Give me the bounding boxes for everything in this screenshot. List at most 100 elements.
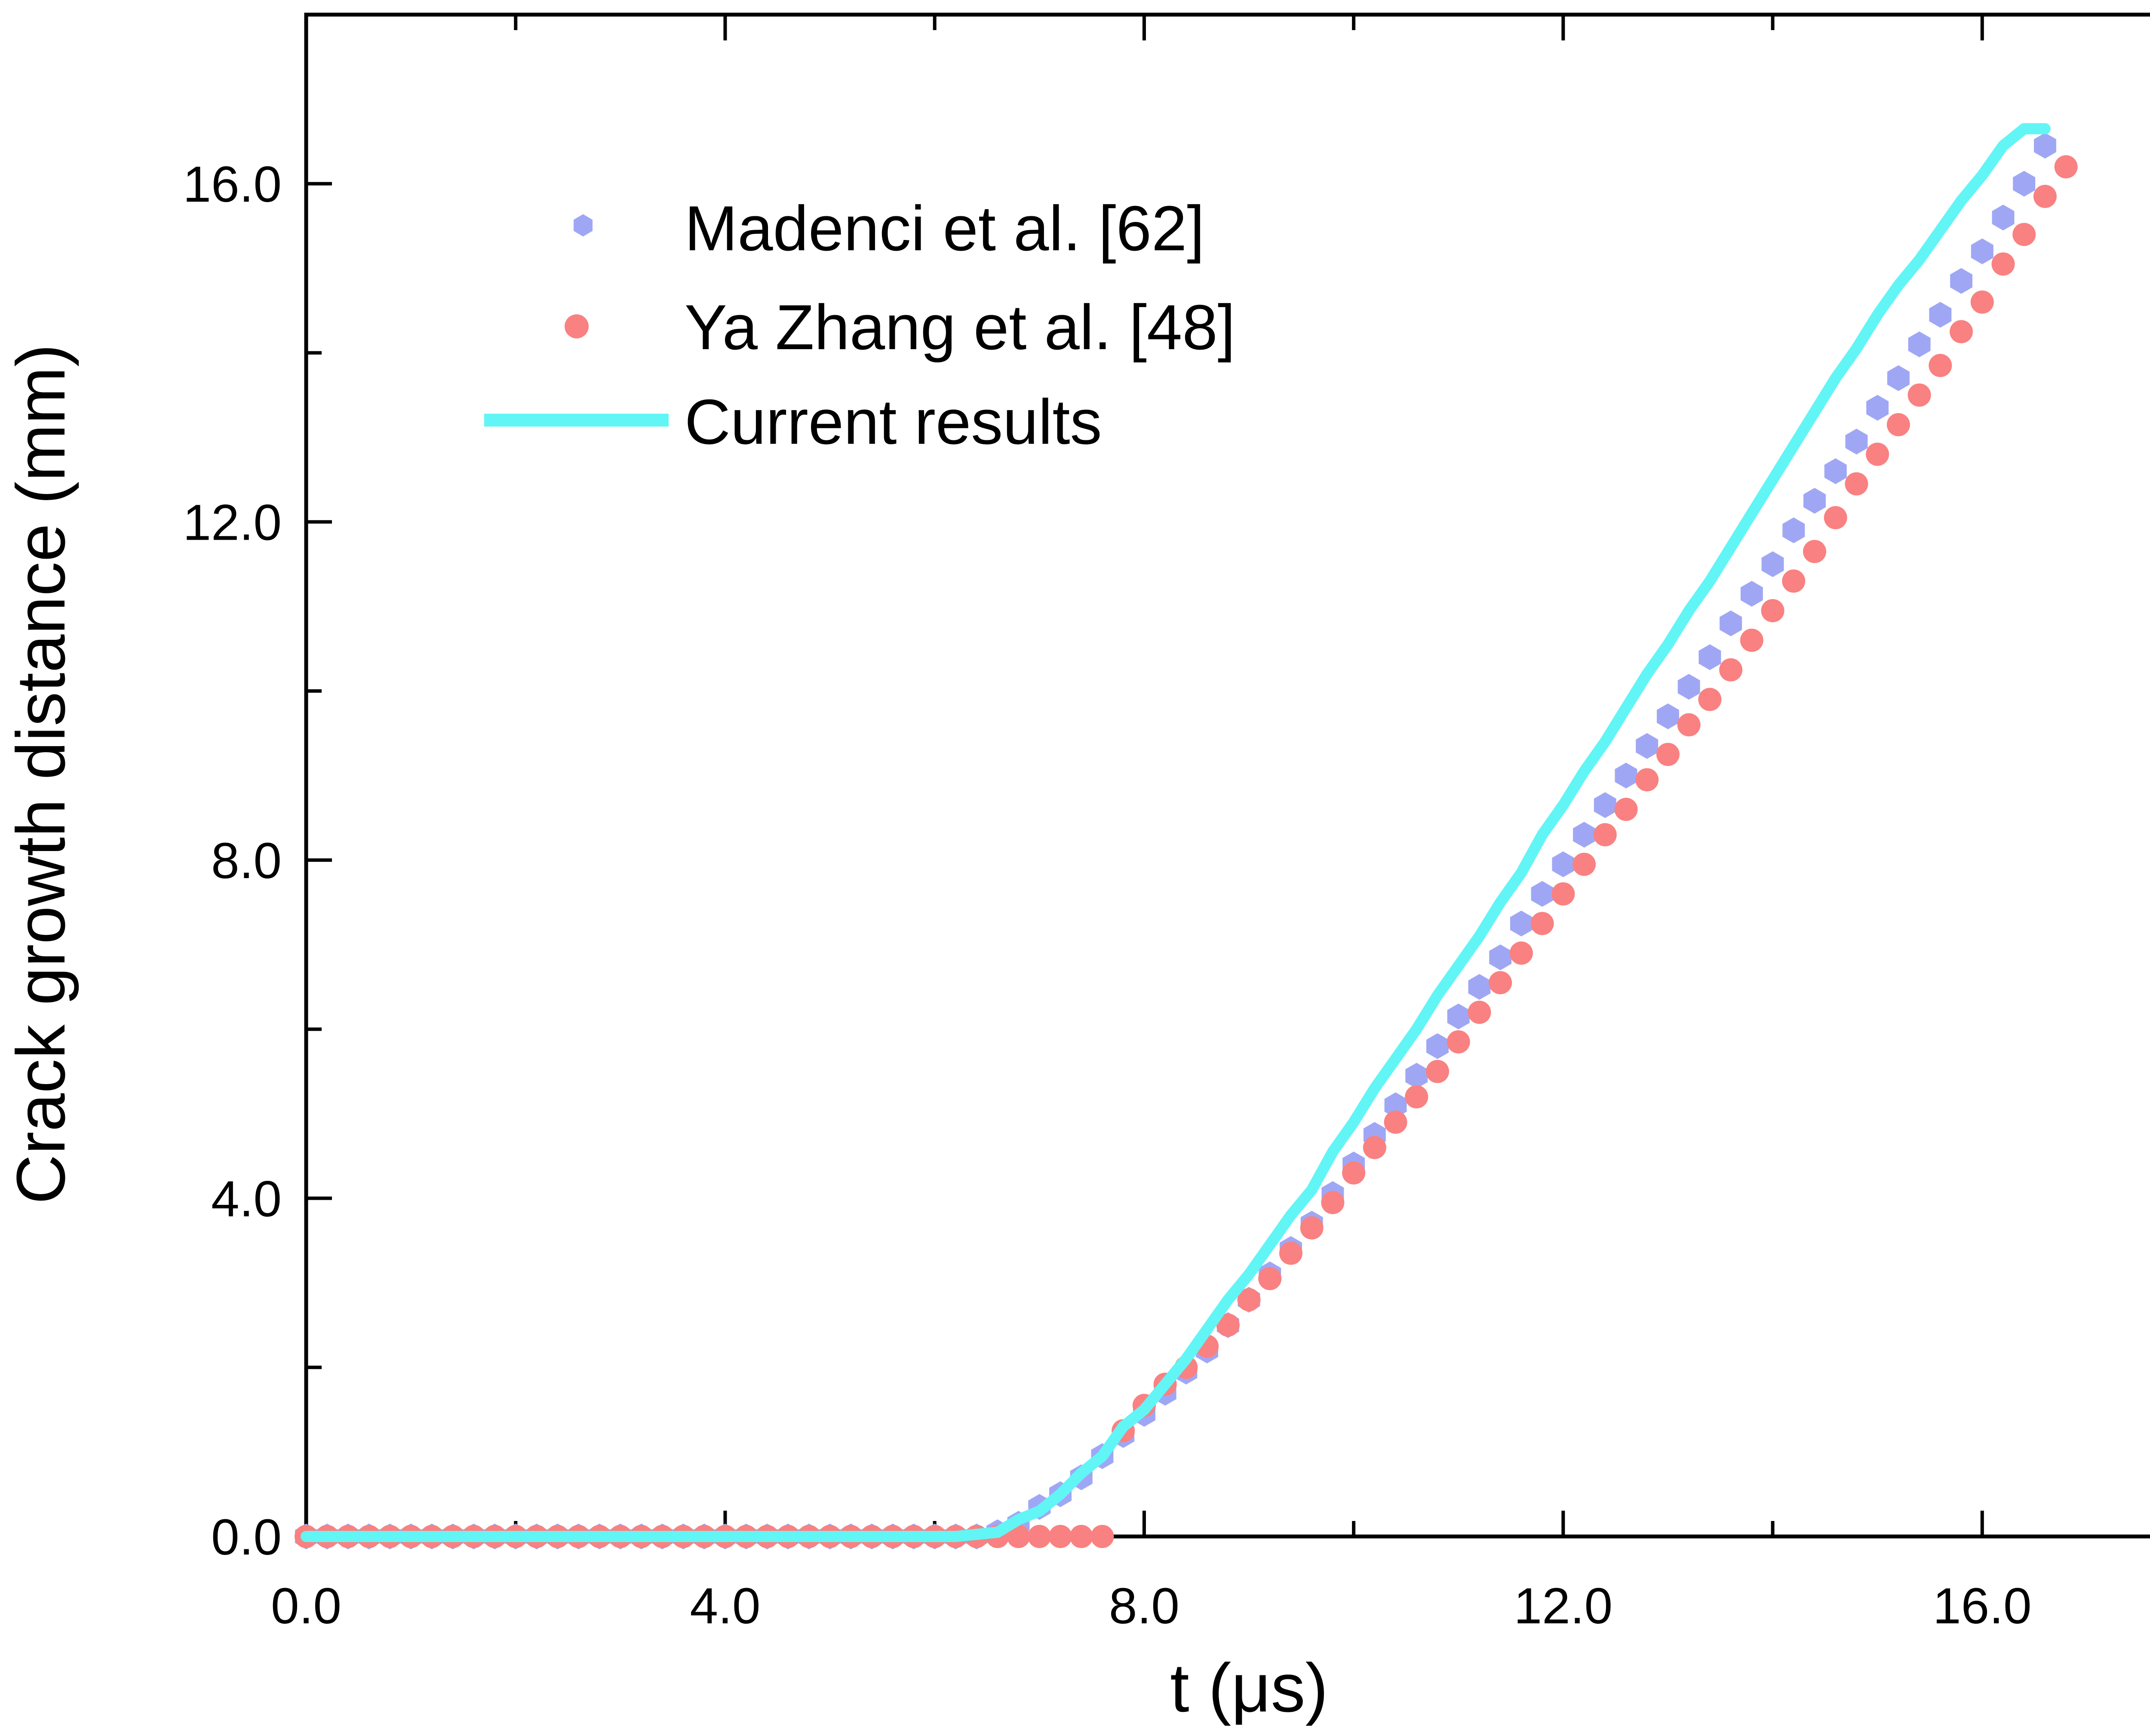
ya-zhang-point [1803,540,1826,563]
madenci-point [1447,1003,1470,1029]
ya-zhang-point [1719,658,1743,682]
madenci-point [1573,822,1595,848]
ya-zhang-point [2033,184,2057,208]
legend-label-ya-zhang: Ya Zhang et al. [48] [685,292,1235,363]
madenci-point [1740,581,1763,607]
madenci-point [2013,171,2036,197]
legend-circle-marker [565,314,589,338]
ya-zhang-point [1258,1267,1282,1290]
madenci-point [1426,1033,1449,1059]
ya-zhang-point [1614,798,1638,821]
y-tick-label: 12.0 [183,495,282,551]
madenci-point [1615,762,1637,789]
ya-zhang-point [1216,1313,1240,1337]
y-tick-labels: 0.0 4.0 8.0 12.0 16.0 [183,156,282,1566]
ya-zhang-point [1866,442,1889,466]
legend-label-current-results: Current results [685,387,1102,458]
y-tick-label: 16.0 [183,156,282,213]
madenci-point [1594,792,1616,818]
ya-zhang-point [1090,1525,1114,1548]
y-tick-label: 4.0 [211,1171,282,1228]
madenci-point [1677,674,1700,700]
madenci-point [1950,268,1972,294]
ya-zhang-point [1929,353,1952,377]
ya-zhang-point [1950,320,1973,344]
ya-zhang-point [1342,1161,1366,1185]
legend-hexagon-marker [574,214,593,237]
ya-zhang-point [1363,1136,1386,1159]
ya-zhang-point [1426,1060,1449,1083]
madenci-point [1636,733,1659,759]
madenci-point [1384,1092,1407,1118]
ya-zhang-point [1845,472,1868,496]
x-axis-label: t (μs) [1170,1649,1328,1726]
ya-zhang-point [1069,1525,1093,1548]
madenci-point [1531,881,1554,907]
ya-zhang-point [1447,1030,1470,1054]
ya-zhang-point [1007,1525,1030,1548]
ya-zhang-point [1907,383,1931,407]
ya-zhang-point [1321,1191,1345,1214]
ya-zhang-point [1677,713,1701,737]
y-tick-label: 0.0 [211,1509,282,1566]
madenci-point [1929,302,1952,328]
madenci-point [1887,365,1910,391]
ya-zhang-point [1698,688,1722,711]
madenci-point [1803,488,1826,514]
x-tick-label: 16.0 [1933,1578,2032,1635]
ya-zhang-point [1551,882,1575,906]
ya-zhang-point [1970,290,1994,314]
x-tick-labels: 0.0 4.0 8.0 12.0 16.0 [271,1578,2032,1635]
plot-frame [304,12,2150,1539]
madenci-point [1761,551,1784,577]
legend-label-madenci: Madenci et al. [62] [685,193,1204,264]
ya-zhang-point [1237,1288,1261,1312]
ya-zhang-point [1740,628,1763,652]
ya-zhang-point [1593,823,1617,847]
madenci-point [1845,428,1868,455]
madenci-point [1468,974,1491,1000]
madenci-point [1698,644,1721,670]
madenci-point [1782,517,1805,544]
x-tick-label: 8.0 [1109,1578,1179,1635]
ya-zhang-point [1384,1110,1407,1134]
ya-zhang-point [1405,1085,1428,1109]
madenci-point [1720,610,1742,636]
ya-zhang-point [1886,413,1910,436]
y-tick-label: 8.0 [211,833,282,889]
madenci-point [1489,944,1512,971]
madenci-point [1908,331,1931,357]
ya-zhang-point [1991,252,2015,276]
ya-zhang-point [1279,1241,1302,1265]
ya-zhang-point [1509,941,1533,965]
legend: Madenci et al. [62] Ya Zhang et al. [48]… [484,193,1235,458]
ya-zhang-point [1300,1216,1324,1240]
madenci-point [2034,132,2056,159]
series-layer [295,123,2078,1549]
ya-zhang-point [1824,506,1847,529]
ya-zhang-point [2012,223,2036,246]
madenci-point [1992,204,2015,230]
ya-zhang-point [1635,768,1659,792]
ya-zhang-point [1782,569,1806,593]
ya-zhang-point [1656,743,1680,766]
madenci-point [1824,458,1847,484]
current-results-line [301,123,2051,1542]
madenci-point [1552,851,1575,877]
madenci-point [1405,1063,1428,1089]
ya-zhang-point [1468,1001,1491,1024]
plot-area [295,12,2150,1549]
ya-zhang-point [1761,599,1784,623]
ya-zhang-point [1049,1525,1072,1548]
x-tick-label: 0.0 [271,1578,341,1635]
madenci-point [1971,238,1993,264]
y-axis-label: Crack growth distance (mm) [2,344,79,1204]
madenci-point [1866,395,1889,421]
ya-zhang-point [1489,971,1512,995]
x-tick-label: 12.0 [1514,1578,1612,1635]
madenci-point [1510,910,1533,937]
madenci-point [1657,703,1679,729]
ya-zhang-point [1530,912,1554,935]
x-tick-label: 4.0 [690,1578,760,1635]
